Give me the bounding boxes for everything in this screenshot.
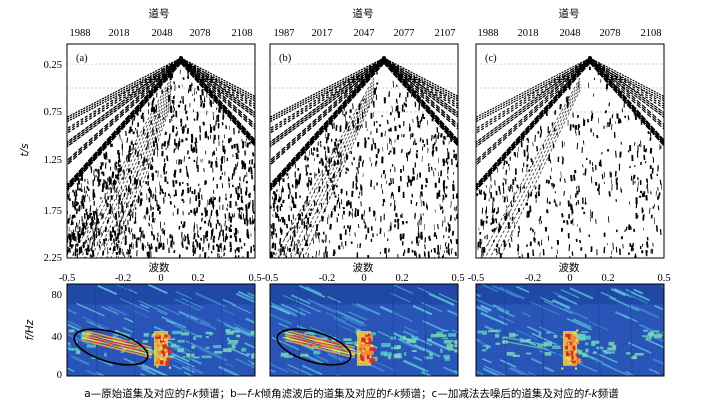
wavenumber-ticks-a: -0.5 -0.2 0 0.2 0.5 <box>59 273 262 284</box>
tick-label: 2018 <box>109 28 130 39</box>
tick-label: 0 <box>57 370 62 381</box>
tick-label: 0.2 <box>395 273 408 284</box>
tick-label: 2108 <box>232 28 253 39</box>
trace-axis-title-c: 道号 <box>559 7 580 20</box>
freq-ticks: 80 40 0 <box>52 290 63 381</box>
fk-panel-a <box>66 283 256 377</box>
tick-label: -0.2 <box>115 273 132 284</box>
tick-label: -0.5 <box>59 273 76 284</box>
ellipse-marker <box>73 328 149 366</box>
wavenumber-ticks-c: -0.5 -0.2 0 0.2 0.5 <box>468 273 671 284</box>
trace-axis-title-a: 道号 <box>149 7 170 20</box>
tick-label: 0.5 <box>657 273 670 284</box>
tick-label: 0.75 <box>44 107 62 118</box>
tick-label: 1.75 <box>44 206 62 217</box>
caption-b-suffix: 频谱；c—加减法去噪后的道集及对应的 <box>400 388 585 400</box>
tick-label: 0.2 <box>601 273 614 284</box>
tick-label: 2108 <box>641 28 662 39</box>
tick-label: -0.2 <box>319 273 336 284</box>
panel-label-a: (a) <box>76 53 88 64</box>
tick-label: 2.25 <box>44 253 62 264</box>
time-axis-title: t/s <box>19 143 31 157</box>
seismic-panel-a: (a) <box>66 43 256 259</box>
tick-label: -0.5 <box>468 273 485 284</box>
caption-fk: f-k <box>386 388 401 400</box>
caption-fk: f-k <box>247 388 261 400</box>
tick-label: 1.25 <box>44 155 62 166</box>
tick-label: 2017 <box>312 28 333 39</box>
fk-panel-c <box>475 283 665 377</box>
tick-label: 0.25 <box>44 60 62 71</box>
tick-label: -0.2 <box>525 273 542 284</box>
tick-label: 0 <box>567 273 572 284</box>
wavenumber-ticks-b: -0.5 -0.2 0 0.2 0.5 <box>262 273 465 284</box>
tick-label: 1988 <box>478 28 499 39</box>
panel-frame <box>475 283 665 377</box>
wavenumber-axis-title-b: 波数 <box>353 261 374 274</box>
panel-frame <box>269 43 459 259</box>
panel-frame <box>475 43 665 259</box>
tick-label: 80 <box>52 290 63 301</box>
tick-label: 0.5 <box>451 273 464 284</box>
trace-ticks-a: 1988 2018 2048 2078 2108 <box>70 28 253 39</box>
tick-label: 2077 <box>394 28 415 39</box>
panel-label-b: (b) <box>279 53 292 64</box>
tick-label: -0.5 <box>262 273 279 284</box>
freq-axis-title: f/Hz <box>24 319 36 340</box>
ellipse-marker <box>276 328 352 366</box>
tick-label: 2078 <box>190 28 211 39</box>
tick-label: 2047 <box>354 28 375 39</box>
caption-c: 频谱 <box>597 388 619 400</box>
caption-a: a—原始道集及对应的 <box>84 388 186 400</box>
tick-label: 0.5 <box>248 273 261 284</box>
tick-label: 2018 <box>518 28 539 39</box>
trace-ticks-b: 1987 2017 2047 2077 2107 <box>274 28 456 39</box>
tick-label: 2048 <box>560 28 581 39</box>
panel-label-c: (c) <box>485 53 497 64</box>
tick-label: 1988 <box>70 28 91 39</box>
caption-fk: f-k <box>185 388 199 400</box>
panel-frame <box>66 43 256 259</box>
panel-frame <box>66 283 256 377</box>
seismic-panel-c: (c) <box>475 43 665 259</box>
tick-label: 2107 <box>435 28 456 39</box>
caption-fk: f-k <box>584 388 598 400</box>
tick-label: 0 <box>158 273 163 284</box>
caption-b: 倾角滤波后的道集及对应的 <box>260 388 387 400</box>
figure-caption: a—原始道集及对应的f-k频谱；b—f-k倾角滤波后的道集及对应的f-k频谱；c… <box>0 386 703 401</box>
panel-frame <box>269 283 459 377</box>
tick-label: 0 <box>361 273 366 284</box>
wavenumber-axis-title-c: 波数 <box>559 261 580 274</box>
trace-axis-title-b: 道号 <box>353 7 374 20</box>
fk-panel-b <box>269 283 459 377</box>
tick-label: 40 <box>52 332 63 343</box>
tick-label: 2048 <box>152 28 173 39</box>
caption-a-suffix: 频谱；b— <box>198 388 248 400</box>
tick-label: 1987 <box>274 28 295 39</box>
tick-label: 2078 <box>600 28 621 39</box>
seismic-panel-b: (b) <box>269 43 459 259</box>
time-ticks: 0.25 0.75 1.25 1.75 2.25 <box>44 60 62 264</box>
trace-ticks-c: 1988 2018 2048 2078 2108 <box>478 28 662 39</box>
tick-label: 0.2 <box>191 273 204 284</box>
wavenumber-axis-title-a: 波数 <box>149 261 170 274</box>
